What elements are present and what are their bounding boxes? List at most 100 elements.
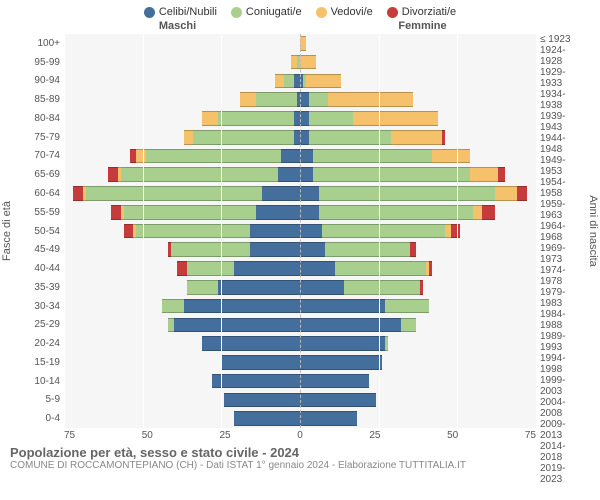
male-bar	[64, 111, 300, 126]
gridline	[64, 34, 65, 428]
age-label: 85-89	[14, 90, 64, 109]
segment	[300, 205, 319, 220]
female-bar	[300, 149, 536, 164]
legend-label: Coniugati/e	[246, 6, 302, 18]
segment	[325, 242, 410, 257]
segment	[306, 74, 341, 89]
segment	[300, 374, 369, 389]
segment	[281, 149, 300, 164]
age-label: 55-59	[14, 203, 64, 222]
segment	[300, 280, 344, 295]
segment	[300, 186, 319, 201]
birth-label: 2009-2013	[536, 419, 586, 441]
female-bar	[300, 224, 536, 239]
male-bar	[64, 167, 300, 182]
age-label: 35-39	[14, 278, 64, 297]
female-bar	[300, 36, 536, 51]
male-bar	[64, 355, 300, 370]
segment	[300, 261, 335, 276]
birth-label: 1944-1948	[536, 133, 586, 155]
gridline	[221, 34, 222, 428]
male-bar	[64, 318, 300, 333]
chart-subtitle: COMUNE DI ROCCAMONTEPIANO (CH) - Dati IS…	[10, 460, 590, 471]
segment	[73, 186, 82, 201]
age-label: 75-79	[14, 128, 64, 147]
segment	[353, 111, 438, 126]
legend-label: Divorziati/e	[402, 6, 456, 18]
male-bar	[64, 224, 300, 239]
plot-area	[64, 34, 536, 428]
age-label: 0-4	[14, 409, 64, 428]
chart-title: Popolazione per età, sesso e stato civil…	[10, 445, 590, 460]
birth-label: 1949-1953	[536, 155, 586, 177]
segment	[300, 130, 309, 145]
female-bar	[300, 186, 536, 201]
segment	[136, 149, 145, 164]
segment	[108, 167, 117, 182]
segment	[234, 411, 300, 426]
birth-year-labels: ≤ 19231924-19281929-19331934-19381939-19…	[536, 34, 586, 428]
segment	[429, 261, 432, 276]
segment	[300, 336, 385, 351]
segment	[121, 167, 278, 182]
x-axis: 7550250255075	[0, 428, 600, 441]
female-bar	[300, 242, 536, 257]
segment	[174, 318, 300, 333]
x-tick: 50	[142, 430, 153, 441]
birth-label: 1964-1968	[536, 221, 586, 243]
segment	[218, 111, 294, 126]
female-bar	[300, 374, 536, 389]
footer: Popolazione per età, sesso e stato civil…	[0, 441, 600, 471]
segment	[410, 242, 416, 257]
segment	[300, 111, 309, 126]
gridline	[379, 34, 380, 428]
x-tick: 75	[64, 430, 75, 441]
male-bar	[64, 55, 300, 70]
segment	[309, 92, 328, 107]
segment	[202, 336, 300, 351]
segment	[300, 355, 382, 370]
segment	[250, 242, 300, 257]
gridline	[457, 34, 458, 428]
legend-swatch	[387, 7, 398, 18]
male-bar	[64, 374, 300, 389]
age-label: 65-69	[14, 165, 64, 184]
age-label: 95-99	[14, 53, 64, 72]
chart-body: Fasce di età 100+95-9990-9485-8980-8475-…	[0, 34, 600, 428]
male-bar	[64, 74, 300, 89]
segment	[184, 130, 193, 145]
segment	[187, 280, 218, 295]
segment	[335, 261, 426, 276]
segment	[451, 224, 460, 239]
female-bar	[300, 336, 536, 351]
male-bar	[64, 261, 300, 276]
birth-label: 2004-2008	[536, 397, 586, 419]
age-label: 20-24	[14, 334, 64, 353]
age-labels: 100+95-9990-9485-8980-8475-7970-7465-696…	[14, 34, 64, 428]
segment	[212, 374, 300, 389]
segment	[432, 149, 470, 164]
age-label: 70-74	[14, 147, 64, 166]
x-tick: 25	[219, 430, 230, 441]
male-bar	[64, 130, 300, 145]
segment	[184, 299, 300, 314]
segment	[498, 167, 504, 182]
birth-label: 1999-2003	[536, 375, 586, 397]
male-bar	[64, 186, 300, 201]
male-bar	[64, 299, 300, 314]
female-bar	[300, 280, 536, 295]
male-bar	[64, 242, 300, 257]
segment	[328, 92, 413, 107]
segment	[177, 261, 186, 276]
segment	[256, 92, 297, 107]
segment	[256, 205, 300, 220]
segment	[162, 299, 184, 314]
female-bar	[300, 205, 536, 220]
segment	[262, 186, 300, 201]
x-tick: 25	[369, 430, 380, 441]
chart-container: Celibi/NubiliConiugati/eVedovi/eDivorzia…	[0, 0, 600, 500]
segment	[250, 224, 300, 239]
age-label: 5-9	[14, 391, 64, 410]
segment	[221, 355, 300, 370]
legend-label: Celibi/Nubili	[159, 6, 217, 18]
